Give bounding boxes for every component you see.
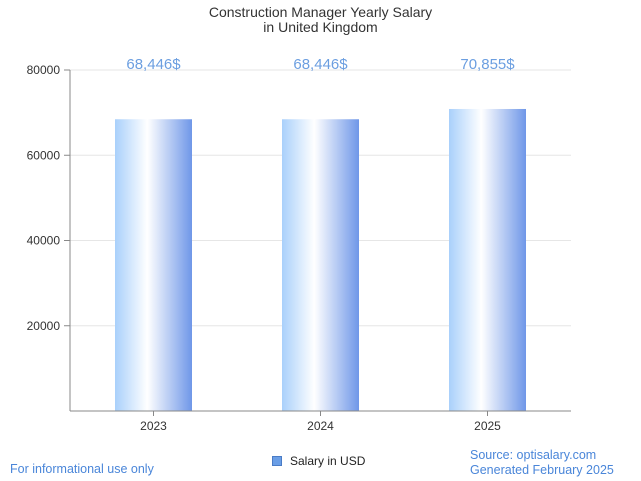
source-link[interactable]: Source: optisalary.com bbox=[470, 448, 597, 462]
legend-swatch bbox=[272, 456, 282, 466]
chart-title-line-2: in United Kingdom bbox=[263, 19, 378, 35]
data-label-2025: 70,855$ bbox=[460, 56, 515, 73]
y-tick-label: 60000 bbox=[27, 148, 61, 162]
bar-2025[interactable] bbox=[449, 108, 526, 411]
x-tick-label: 2023 bbox=[140, 419, 167, 433]
legend-label: Salary in USD bbox=[290, 454, 366, 468]
bar-2023[interactable] bbox=[115, 119, 192, 411]
chart-title-line-1: Construction Manager Yearly Salary bbox=[208, 4, 433, 20]
info-note: For informational use only bbox=[10, 462, 154, 476]
bar-2024[interactable] bbox=[282, 119, 359, 411]
generated-date: Generated February 2025 bbox=[470, 463, 614, 477]
legend: Salary in USD bbox=[264, 450, 374, 472]
x-tick-label: 2024 bbox=[307, 419, 334, 433]
y-tick-label: 20000 bbox=[27, 319, 61, 333]
y-tick-label: 40000 bbox=[27, 234, 61, 248]
data-label-2024: 68,446$ bbox=[293, 56, 348, 73]
x-tick-label: 2025 bbox=[474, 419, 501, 433]
y-tick-label: 80000 bbox=[27, 63, 61, 77]
data-label-2023: 68,446$ bbox=[126, 56, 181, 73]
